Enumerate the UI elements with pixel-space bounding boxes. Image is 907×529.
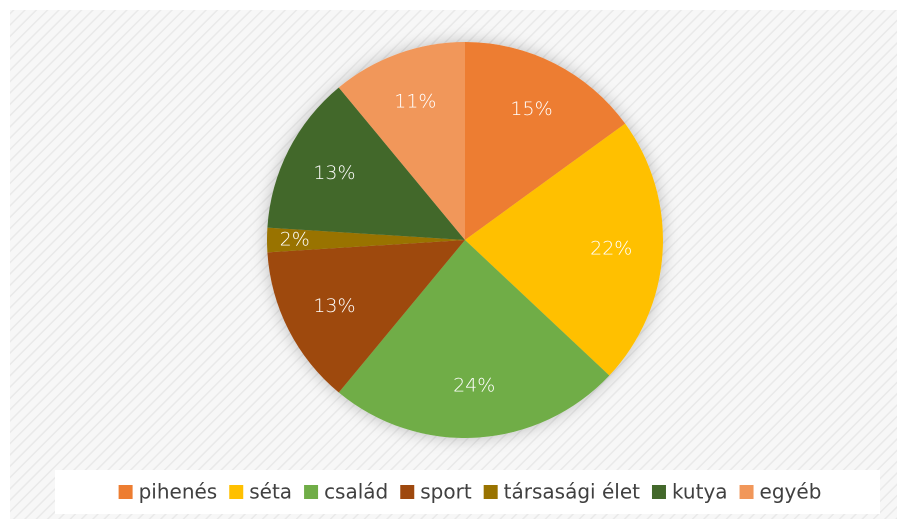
pie — [267, 42, 663, 438]
data-label: 22% — [590, 238, 632, 260]
pie-slice — [267, 227, 465, 253]
legend-label: család — [324, 480, 388, 504]
data-label: 15% — [510, 98, 552, 120]
data-label: 13% — [313, 295, 355, 317]
legend-label: séta — [249, 480, 292, 504]
legend-swatch — [739, 485, 754, 499]
legend-swatch — [483, 485, 498, 499]
legend-label: sport — [420, 480, 472, 504]
pie-slice — [267, 240, 465, 393]
data-label: 24% — [453, 375, 495, 397]
legend-label: pihenés — [139, 480, 218, 504]
legend-swatch — [304, 485, 319, 499]
pie-slice — [465, 123, 663, 376]
data-label: 11% — [394, 91, 436, 113]
legend-swatch — [229, 485, 244, 499]
data-label: 2% — [280, 229, 310, 251]
pie-slice — [465, 42, 626, 240]
pie-slice — [338, 240, 610, 438]
legend-label: társasági élet — [504, 480, 640, 504]
legend-label: egyéb — [760, 480, 822, 504]
pie-slice — [267, 87, 465, 240]
legend-swatch — [400, 485, 415, 499]
legend-swatch — [118, 485, 133, 499]
data-label: 13% — [313, 162, 355, 184]
legend-swatch — [651, 485, 666, 499]
pie-slice — [338, 42, 465, 240]
legend-label: kutya — [672, 480, 728, 504]
